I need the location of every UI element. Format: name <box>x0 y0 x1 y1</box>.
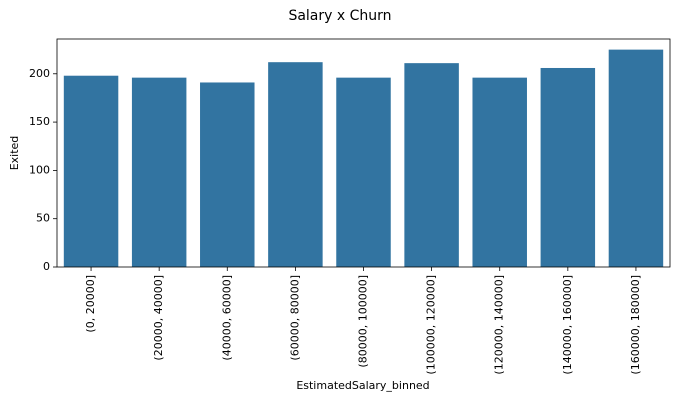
bar <box>540 67 596 267</box>
y-tick-label: 200 <box>29 67 50 80</box>
bar <box>472 77 527 267</box>
bar <box>200 82 255 267</box>
bar <box>268 62 323 268</box>
y-axis-label: Exited <box>8 136 21 171</box>
x-tick-label: (160000, 180000] <box>629 275 642 375</box>
x-tick-label: (0, 20000] <box>84 275 97 333</box>
plot-frame <box>56 38 671 268</box>
bar <box>131 77 187 267</box>
y-tick-label: 0 <box>43 260 50 273</box>
bar <box>63 75 119 268</box>
x-tick-label: (140000, 160000] <box>561 275 574 375</box>
x-axis: (0, 20000] (20000, 40000] (40000, 60000] (6… <box>84 267 642 375</box>
bar <box>404 63 459 267</box>
x-tick-label: (80000, 100000] <box>357 275 370 368</box>
x-tick-label: (40000, 60000] <box>220 275 233 361</box>
x-tick-label: (120000, 140000] <box>493 275 506 375</box>
bar <box>608 49 664 267</box>
y-axis: 0 50 100 150 200 <box>29 67 57 273</box>
x-axis-label: EstimatedSalary_binned <box>296 379 429 392</box>
bar <box>336 77 391 267</box>
x-tick-label: (60000, 80000] <box>288 275 301 361</box>
y-tick-label: 100 <box>29 163 50 176</box>
y-tick-label: 50 <box>36 212 50 225</box>
x-tick-label: (20000, 40000] <box>152 275 165 361</box>
bars-group <box>63 49 664 268</box>
y-tick-label: 150 <box>29 115 50 128</box>
chart-title: Salary x Churn <box>288 8 391 24</box>
x-tick-label: (100000, 120000] <box>425 275 438 375</box>
